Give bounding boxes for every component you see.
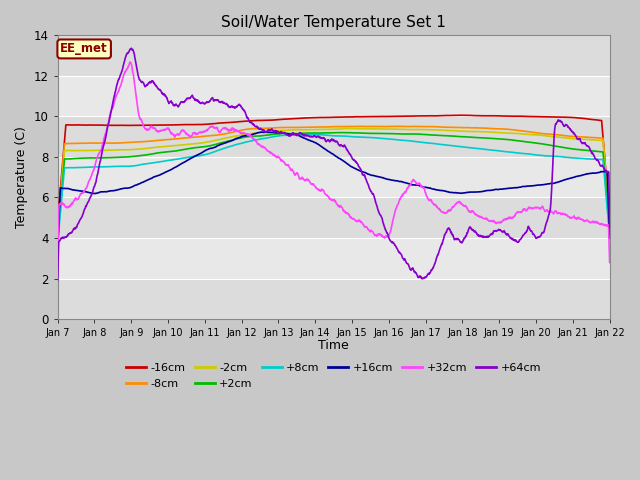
+32cm bbox=[590, 219, 598, 225]
-16cm bbox=[322, 115, 330, 120]
Line: +64cm: +64cm bbox=[58, 48, 610, 280]
-8cm bbox=[82, 140, 90, 146]
-2cm bbox=[54, 232, 61, 238]
-2cm bbox=[590, 137, 598, 143]
-2cm bbox=[346, 126, 353, 132]
+32cm bbox=[323, 192, 330, 198]
-8cm bbox=[357, 123, 365, 129]
Bar bbox=[58, 76, 610, 117]
+64cm bbox=[127, 45, 135, 51]
+64cm bbox=[590, 152, 598, 158]
-2cm bbox=[489, 129, 497, 135]
Bar bbox=[58, 197, 610, 238]
Y-axis label: Temperature (C): Temperature (C) bbox=[15, 126, 28, 228]
-2cm bbox=[606, 223, 614, 229]
+64cm bbox=[54, 277, 61, 283]
-2cm bbox=[82, 148, 90, 154]
+2cm bbox=[590, 148, 598, 154]
-16cm bbox=[590, 117, 598, 122]
Bar bbox=[58, 117, 610, 157]
-16cm bbox=[590, 117, 598, 122]
Legend: -16cm, -8cm, -2cm, +2cm, +8cm, +16cm, +32cm, +64cm: -16cm, -8cm, -2cm, +2cm, +8cm, +16cm, +3… bbox=[122, 359, 545, 393]
-8cm bbox=[590, 135, 598, 141]
+64cm bbox=[590, 153, 598, 158]
+16cm bbox=[259, 129, 266, 135]
+2cm bbox=[606, 229, 614, 235]
Line: +16cm: +16cm bbox=[58, 132, 610, 253]
-8cm bbox=[606, 222, 614, 228]
+32cm bbox=[590, 219, 598, 225]
Line: -2cm: -2cm bbox=[58, 129, 610, 235]
+8cm bbox=[323, 132, 330, 138]
+32cm bbox=[308, 181, 316, 187]
+2cm bbox=[590, 148, 598, 154]
+16cm bbox=[323, 147, 330, 153]
+2cm bbox=[322, 130, 330, 136]
+64cm bbox=[308, 134, 316, 140]
+16cm bbox=[606, 235, 614, 241]
Title: Soil/Water Temperature Set 1: Soil/Water Temperature Set 1 bbox=[221, 15, 446, 30]
+16cm bbox=[590, 170, 598, 176]
Line: +8cm: +8cm bbox=[58, 135, 610, 243]
-16cm bbox=[82, 122, 90, 128]
-16cm bbox=[54, 219, 61, 225]
+2cm bbox=[337, 130, 344, 135]
Text: EE_met: EE_met bbox=[60, 42, 108, 55]
+8cm bbox=[590, 156, 598, 162]
+16cm bbox=[82, 189, 90, 195]
-16cm bbox=[460, 112, 468, 118]
+64cm bbox=[323, 138, 330, 144]
X-axis label: Time: Time bbox=[318, 339, 349, 352]
+8cm bbox=[54, 240, 61, 246]
Line: +2cm: +2cm bbox=[58, 132, 610, 239]
+32cm bbox=[489, 219, 497, 225]
-2cm bbox=[308, 127, 316, 132]
Bar bbox=[58, 157, 610, 197]
+64cm bbox=[82, 204, 90, 209]
-16cm bbox=[606, 214, 614, 219]
+16cm bbox=[54, 251, 61, 256]
+32cm bbox=[54, 259, 61, 265]
+2cm bbox=[308, 130, 316, 136]
-8cm bbox=[308, 124, 316, 130]
+16cm bbox=[590, 170, 598, 176]
Bar bbox=[58, 238, 610, 278]
-8cm bbox=[322, 124, 330, 130]
+2cm bbox=[54, 236, 61, 242]
+2cm bbox=[489, 135, 497, 141]
+8cm bbox=[308, 132, 316, 138]
+32cm bbox=[82, 186, 90, 192]
+32cm bbox=[606, 260, 614, 265]
+64cm bbox=[489, 231, 497, 237]
Bar bbox=[58, 36, 610, 76]
-8cm bbox=[54, 228, 61, 234]
+32cm bbox=[126, 59, 134, 65]
-2cm bbox=[590, 137, 598, 143]
Bar bbox=[58, 278, 610, 319]
-2cm bbox=[322, 127, 330, 132]
-16cm bbox=[489, 113, 497, 119]
-16cm bbox=[308, 115, 316, 120]
+8cm bbox=[82, 165, 90, 170]
Line: +32cm: +32cm bbox=[58, 62, 610, 263]
+8cm bbox=[606, 233, 614, 239]
+2cm bbox=[82, 155, 90, 161]
Line: -8cm: -8cm bbox=[58, 126, 610, 231]
-8cm bbox=[489, 126, 497, 132]
+8cm bbox=[312, 132, 319, 138]
+64cm bbox=[606, 224, 614, 230]
+8cm bbox=[590, 156, 598, 162]
+8cm bbox=[489, 147, 497, 153]
Line: -16cm: -16cm bbox=[58, 115, 610, 222]
-8cm bbox=[590, 135, 598, 141]
+16cm bbox=[489, 187, 497, 193]
+16cm bbox=[308, 138, 316, 144]
